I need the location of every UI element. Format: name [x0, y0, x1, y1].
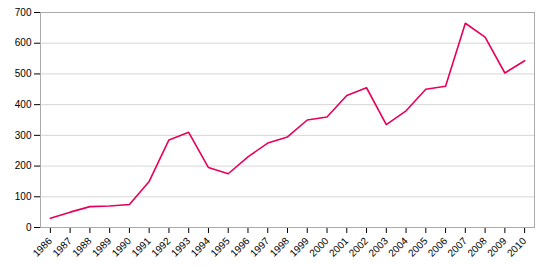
svg-text:1995: 1995 [208, 235, 232, 259]
svg-text:1989: 1989 [90, 235, 114, 259]
svg-text:2002: 2002 [347, 235, 371, 259]
svg-text:1999: 1999 [287, 235, 311, 259]
svg-text:2006: 2006 [426, 235, 450, 259]
svg-text:2008: 2008 [465, 235, 489, 259]
svg-text:300: 300 [15, 130, 32, 141]
svg-text:2004: 2004 [386, 235, 410, 259]
svg-text:500: 500 [15, 68, 32, 79]
svg-text:2005: 2005 [406, 235, 430, 259]
svg-text:1996: 1996 [228, 235, 252, 259]
svg-text:2003: 2003 [366, 235, 390, 259]
svg-text:1991: 1991 [129, 235, 153, 259]
svg-text:2010: 2010 [505, 235, 529, 259]
svg-text:1986: 1986 [31, 235, 55, 259]
svg-text:1998: 1998 [268, 235, 292, 259]
svg-text:2000: 2000 [307, 235, 331, 259]
svg-text:200: 200 [15, 160, 32, 171]
svg-text:700: 700 [15, 7, 32, 18]
svg-text:100: 100 [15, 191, 32, 202]
svg-text:1994: 1994 [189, 235, 213, 259]
svg-text:1988: 1988 [70, 235, 94, 259]
svg-text:1997: 1997 [248, 235, 272, 259]
svg-text:2001: 2001 [327, 235, 351, 259]
svg-text:1992: 1992 [149, 235, 173, 259]
svg-text:1993: 1993 [169, 235, 193, 259]
svg-text:0: 0 [26, 222, 32, 233]
svg-text:1987: 1987 [50, 235, 74, 259]
svg-text:1990: 1990 [110, 235, 134, 259]
svg-text:2009: 2009 [485, 235, 509, 259]
svg-text:600: 600 [15, 37, 32, 48]
svg-text:400: 400 [15, 99, 32, 110]
svg-text:2007: 2007 [446, 235, 470, 259]
